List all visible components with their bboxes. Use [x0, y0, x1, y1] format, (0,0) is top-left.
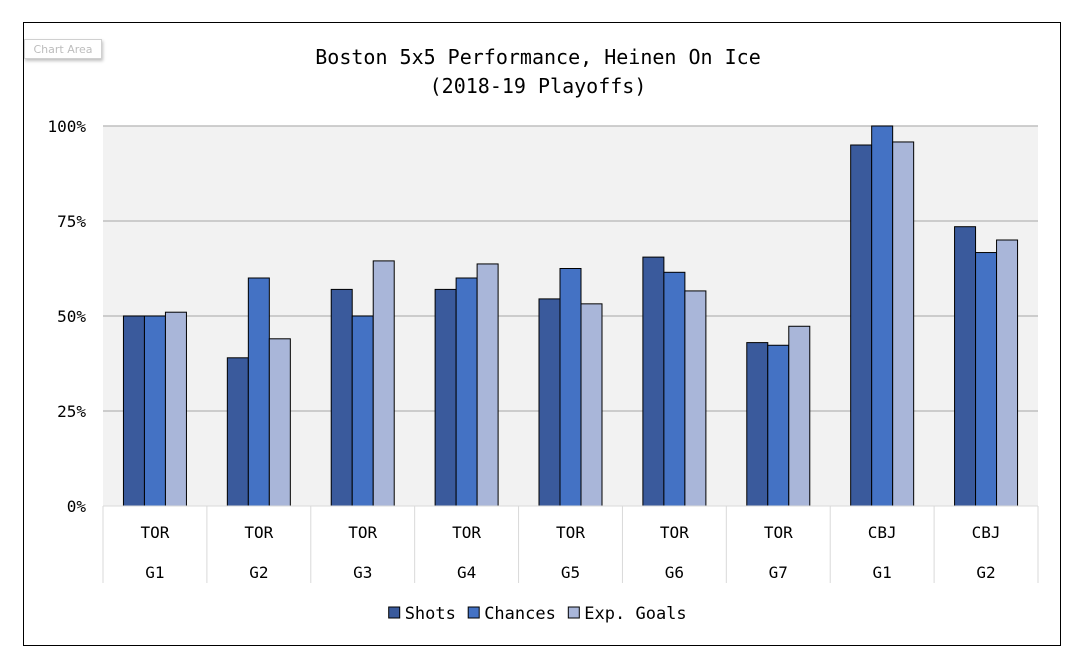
bar-exp-goals [268, 338, 291, 507]
bar-exp-goals [892, 141, 915, 507]
category-game-label: G2 [249, 563, 268, 582]
bar-exp-goals [996, 239, 1019, 507]
bar-shots [538, 298, 561, 507]
bar-exp-goals [684, 290, 707, 507]
bar-shots [226, 357, 249, 507]
category-team-label: CBJ [868, 523, 897, 542]
bar-chances [975, 252, 998, 507]
bar-shots [122, 315, 145, 507]
category-game-label: G2 [976, 563, 995, 582]
bar-shots [642, 256, 665, 507]
category-game-label: G1 [145, 563, 164, 582]
bar-chances [663, 271, 686, 507]
category-team-label: TOR [140, 523, 169, 542]
legend-swatch [467, 606, 480, 619]
bar-chances [351, 315, 374, 507]
bar-exp-goals [164, 311, 187, 507]
legend-label: Exp. Goals [584, 604, 686, 624]
category-team-label: TOR [452, 523, 481, 542]
bar-chances [559, 268, 582, 507]
category-team-label: TOR [244, 523, 273, 542]
category-game-label: G3 [353, 563, 372, 582]
y-tick-label: 0% [67, 497, 87, 516]
bar-exp-goals [372, 260, 395, 507]
bar-shots [330, 288, 353, 507]
category-game-label: G5 [561, 563, 580, 582]
bar-chances [871, 125, 894, 507]
bar-shots [434, 288, 457, 507]
category-team-label: TOR [660, 523, 689, 542]
bar-shots [746, 342, 769, 507]
bar-chances [143, 315, 166, 507]
y-tick-label: 50% [57, 307, 86, 326]
category-team-label: TOR [556, 523, 585, 542]
bar-chances [455, 277, 478, 507]
category-team-label: TOR [348, 523, 377, 542]
category-team-label: CBJ [972, 523, 1001, 542]
chart-subtitle: (2018-19 Playoffs) [430, 74, 647, 98]
legend-swatch [567, 606, 580, 619]
y-tick-label: 25% [57, 402, 86, 421]
bar-shots [954, 226, 977, 507]
category-game-label: G4 [457, 563, 476, 582]
category-game-label: G1 [873, 563, 892, 582]
y-tick-label: 100% [47, 117, 86, 136]
y-tick-label: 75% [57, 212, 86, 231]
category-game-label: G7 [769, 563, 788, 582]
bar-exp-goals [580, 303, 603, 507]
category-game-label: G6 [665, 563, 684, 582]
chart-area-tooltip: Chart Area [24, 39, 102, 59]
legend-label: Shots [405, 604, 456, 624]
bar-chances [247, 277, 270, 507]
legend-label: Chances [484, 604, 556, 624]
legend-swatch [388, 606, 401, 619]
bar-shots [850, 144, 873, 507]
category-team-label: TOR [764, 523, 793, 542]
bar-exp-goals [788, 325, 811, 507]
chart-title: Boston 5x5 Performance, Heinen On Ice [315, 45, 761, 69]
bar-chances [767, 344, 790, 507]
bar-exp-goals [476, 263, 499, 507]
